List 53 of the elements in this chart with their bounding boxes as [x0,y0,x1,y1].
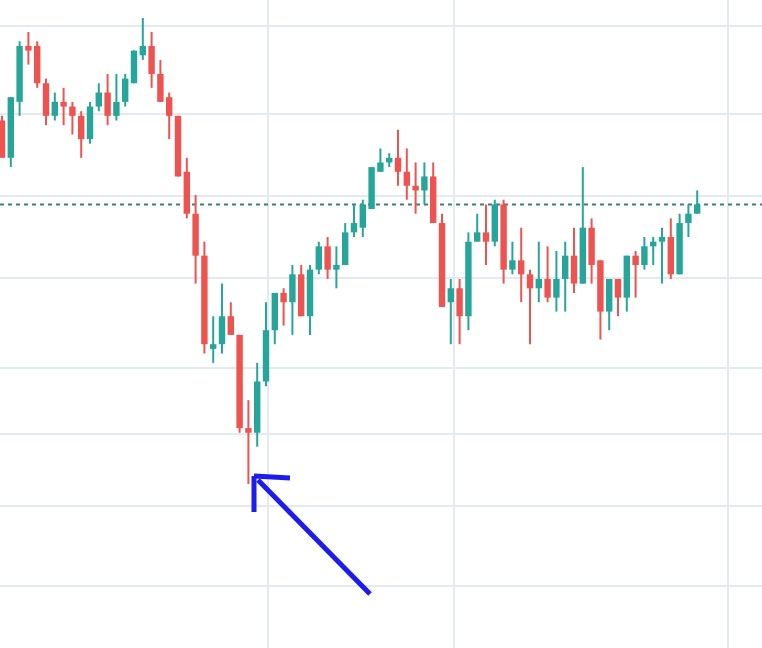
candlestick [51,91,58,122]
candlestick [306,263,314,336]
candlestick [78,110,85,159]
candlestick [641,236,648,271]
candlestick [218,282,226,355]
candlestick [526,268,534,346]
candlestick [535,240,542,304]
candlestick [694,189,701,215]
candlestick [245,399,252,485]
candlestick [394,128,402,187]
candlestick [570,226,578,294]
candlestick [60,86,67,127]
candlestick [456,277,463,346]
candlestick [482,203,490,266]
candlestick [553,250,560,313]
candlestick [315,240,322,276]
candlestick [210,315,217,364]
candlestick [0,114,6,159]
candlestick [447,277,454,346]
candlestick [104,72,111,127]
candlestick [95,82,102,113]
candlestick [69,100,76,136]
candlestick [685,203,692,239]
candlestick [324,236,331,280]
candlestick [289,263,296,336]
candlestick [474,212,481,243]
candlestick [42,77,50,127]
candlestick [623,254,630,313]
candlestick [544,245,551,304]
candlestick [350,203,358,239]
candlestick [606,277,613,332]
candlestick [562,240,569,313]
candlestick [421,161,428,206]
candlestick [148,30,155,89]
candlestick [86,100,94,145]
candlestick [632,250,639,299]
candlestick [491,198,498,248]
candlestick [280,287,287,327]
candlestick [227,301,234,336]
candlestick [658,226,666,285]
candlestick [412,161,419,215]
candlestick [271,291,278,346]
candlestick [614,277,622,318]
candlestick [430,161,437,225]
candlestick [667,217,674,280]
candlestick [192,194,199,285]
candlestick [509,240,516,276]
candlestick [333,245,340,290]
candlestick [518,226,525,304]
candlestick [113,72,120,122]
candlestick [342,222,349,266]
candlestick [298,263,305,318]
candlestick [403,147,410,201]
